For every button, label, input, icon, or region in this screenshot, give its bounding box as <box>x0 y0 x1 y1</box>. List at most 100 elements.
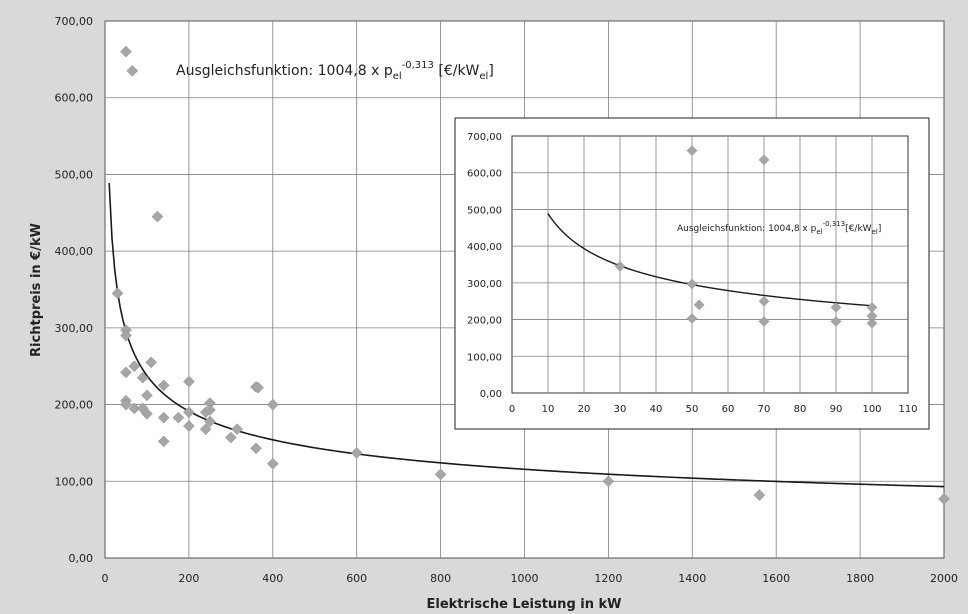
y-tick-label: 500,00 <box>467 205 502 216</box>
data-point <box>350 447 363 459</box>
data-point <box>120 45 132 58</box>
data-point <box>758 154 770 166</box>
x-tick-label: 0 <box>102 572 109 585</box>
data-point <box>157 411 170 424</box>
y-tick-label: 0,00 <box>480 389 502 400</box>
y-tick-label: 0,00 <box>69 552 94 565</box>
y-tick-label: 700,00 <box>467 132 502 143</box>
x-tick-label: 100 <box>862 404 881 415</box>
data-point <box>866 317 878 329</box>
x-tick-label: 20 <box>578 404 591 415</box>
inset-y-tick-labels: 0,00 100,00 200,00 300,00 400,00 500,00 600,00… <box>467 132 502 400</box>
inset-grid <box>512 136 908 393</box>
main-fit-curve <box>108 183 945 488</box>
x-tick-label: 600 <box>346 572 367 585</box>
y-tick-label: 700,00 <box>55 15 94 28</box>
x-tick-label: 1600 <box>762 572 790 585</box>
data-point <box>250 442 262 455</box>
data-point <box>231 423 243 435</box>
data-point <box>758 316 770 327</box>
main-x-tick-labels: 0 200 400 600 800 1000 1200 1400 1600 1800 2000 <box>102 572 959 585</box>
main-data-points <box>111 45 950 505</box>
data-point <box>686 145 698 157</box>
data-point <box>758 295 770 307</box>
data-point <box>120 366 132 379</box>
inset-chart: 0,00 100,00 200,00 300,00 400,00 500,00 600,00… <box>454 117 930 430</box>
x-tick-label: 110 <box>898 404 917 415</box>
main-y-tick-labels: 0,00 100,00 200,00 300,00 400,00 500,00 600,00… <box>55 15 94 565</box>
x-tick-label: 60 <box>722 404 735 415</box>
main-x-axis-title: Elektrische Leistung in kW <box>427 597 622 612</box>
data-point <box>830 316 842 327</box>
data-point <box>141 389 153 402</box>
y-tick-label: 600,00 <box>467 169 502 180</box>
data-point <box>686 278 698 290</box>
y-tick-label: 500,00 <box>55 168 94 181</box>
data-point <box>128 360 141 373</box>
x-tick-label: 50 <box>686 404 699 415</box>
data-point <box>183 406 195 419</box>
data-point <box>183 375 195 388</box>
x-tick-label: 90 <box>830 404 843 415</box>
inset-x-tick-labels: 0 10 20 30 40 50 60 70 80 90 100 110 <box>509 404 918 415</box>
data-point <box>128 402 141 415</box>
y-tick-label: 200,00 <box>55 399 94 412</box>
x-tick-label: 30 <box>614 404 627 415</box>
y-tick-label: 200,00 <box>467 316 502 327</box>
data-point <box>753 489 766 501</box>
x-tick-label: 1000 <box>511 572 539 585</box>
y-tick-label: 400,00 <box>55 245 94 258</box>
x-tick-label: 200 <box>178 572 199 585</box>
x-tick-label: 400 <box>262 572 283 585</box>
main-y-axis-title: Richtpreis in €/kW <box>29 223 44 357</box>
inset-annotation: Ausgleichsfunktion: 1004,8 x pel-0,313[€… <box>677 220 881 236</box>
data-point <box>224 431 237 444</box>
y-tick-label: 100,00 <box>55 475 94 488</box>
x-tick-label: 2000 <box>930 572 958 585</box>
data-point <box>141 407 153 420</box>
data-point <box>126 65 139 77</box>
y-tick-label: 400,00 <box>467 242 502 253</box>
data-point <box>136 371 149 384</box>
data-point <box>204 404 216 416</box>
data-point <box>686 313 698 324</box>
x-tick-label: 1800 <box>846 572 874 585</box>
x-tick-label: 70 <box>758 404 771 415</box>
data-point <box>693 299 705 311</box>
x-tick-label: 1400 <box>678 572 706 585</box>
data-point <box>183 420 195 432</box>
x-tick-label: 10 <box>542 404 555 415</box>
data-point <box>199 423 212 435</box>
data-point <box>111 287 124 300</box>
y-tick-label: 100,00 <box>467 352 502 363</box>
data-point <box>266 398 279 411</box>
main-annotation: Ausgleichsfunktion: 1004,8 x pel-0,313 [… <box>176 60 494 82</box>
x-tick-label: 800 <box>430 572 451 585</box>
data-point <box>938 493 950 505</box>
data-point <box>614 260 626 272</box>
data-point <box>434 468 447 481</box>
data-point <box>252 381 264 394</box>
inset-data-points <box>614 145 878 329</box>
data-point <box>157 379 170 392</box>
y-tick-label: 600,00 <box>55 92 94 105</box>
x-tick-label: 40 <box>650 404 663 415</box>
data-point <box>172 411 185 424</box>
x-tick-label: 0 <box>509 404 515 415</box>
x-tick-label: 1200 <box>594 572 622 585</box>
data-point <box>120 398 132 411</box>
data-point <box>602 475 615 488</box>
y-tick-label: 300,00 <box>467 279 502 290</box>
inset-fit-curve <box>547 213 873 307</box>
data-point <box>830 302 842 313</box>
data-point <box>266 457 279 470</box>
data-point <box>151 210 164 223</box>
data-point <box>120 329 132 342</box>
y-tick-label: 300,00 <box>55 322 94 335</box>
data-point <box>145 356 157 369</box>
data-point <box>204 415 216 428</box>
data-point <box>157 435 170 448</box>
inset-plot-area <box>511 135 909 394</box>
x-tick-label: 80 <box>794 404 807 415</box>
